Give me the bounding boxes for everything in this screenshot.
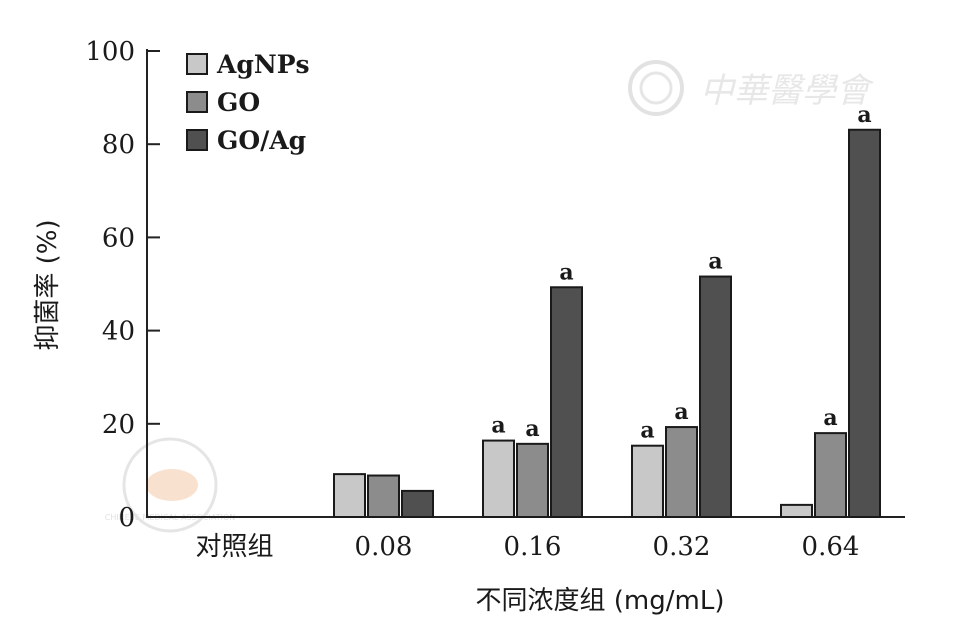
x-tick-label: 对照组 bbox=[195, 532, 273, 562]
bar bbox=[333, 473, 366, 518]
data-label: a bbox=[640, 418, 654, 444]
y-tick-label: 100 bbox=[85, 37, 135, 67]
x-tick-label: 0.32 bbox=[653, 532, 711, 562]
watermark-seal-inner-icon bbox=[639, 71, 673, 105]
watermark-logo-right: 中華醫學會 bbox=[628, 60, 875, 116]
x-tick-label: 0.08 bbox=[355, 532, 413, 562]
data-label: a bbox=[559, 259, 573, 285]
x-tick-label: 0.64 bbox=[802, 532, 860, 562]
bar bbox=[367, 474, 400, 518]
watermark-text: 中華醫學會 bbox=[700, 71, 875, 111]
data-label: a bbox=[674, 399, 688, 425]
data-label: a bbox=[491, 413, 505, 439]
axes: 0 20 40 60 80 100 对照组 0.08 0.16 0.32 0.64 bbox=[85, 37, 905, 562]
y-tick-label: 60 bbox=[102, 223, 135, 253]
legend-swatch bbox=[186, 53, 208, 75]
bar bbox=[401, 489, 434, 518]
legend-swatch bbox=[186, 91, 208, 113]
y-tick-label: 40 bbox=[102, 317, 135, 347]
bar bbox=[814, 432, 847, 518]
y-axis-title: 抑菌率 (%) bbox=[33, 219, 63, 350]
data-label: a bbox=[823, 405, 837, 431]
legend: AgNPs GO GO/Ag bbox=[186, 50, 310, 155]
watermark-seal-left-icon bbox=[122, 437, 218, 533]
bar bbox=[665, 426, 698, 519]
legend-entry: AgNPs bbox=[216, 50, 310, 79]
bar bbox=[848, 128, 881, 518]
x-axis-title: 不同浓度组 (mg/mL) bbox=[476, 586, 725, 616]
bar bbox=[516, 442, 549, 519]
y-tick-label: 80 bbox=[102, 130, 135, 160]
bar bbox=[780, 503, 813, 519]
data-label: a bbox=[857, 102, 871, 128]
bar bbox=[482, 439, 515, 518]
legend-entry: GO bbox=[217, 88, 260, 117]
watermark-seal-icon bbox=[628, 60, 684, 116]
data-label: a bbox=[525, 416, 539, 442]
watermark-map-icon bbox=[146, 469, 198, 501]
data-label: a bbox=[708, 249, 722, 275]
bar bbox=[631, 444, 664, 518]
legend-swatch bbox=[186, 129, 208, 151]
y-tick-label: 20 bbox=[102, 410, 135, 440]
y-tick-label: 0 bbox=[118, 503, 135, 533]
bar bbox=[550, 286, 583, 518]
x-tick-label: 0.16 bbox=[504, 532, 562, 562]
bar bbox=[699, 275, 732, 518]
legend-entry: GO/Ag bbox=[217, 126, 306, 155]
